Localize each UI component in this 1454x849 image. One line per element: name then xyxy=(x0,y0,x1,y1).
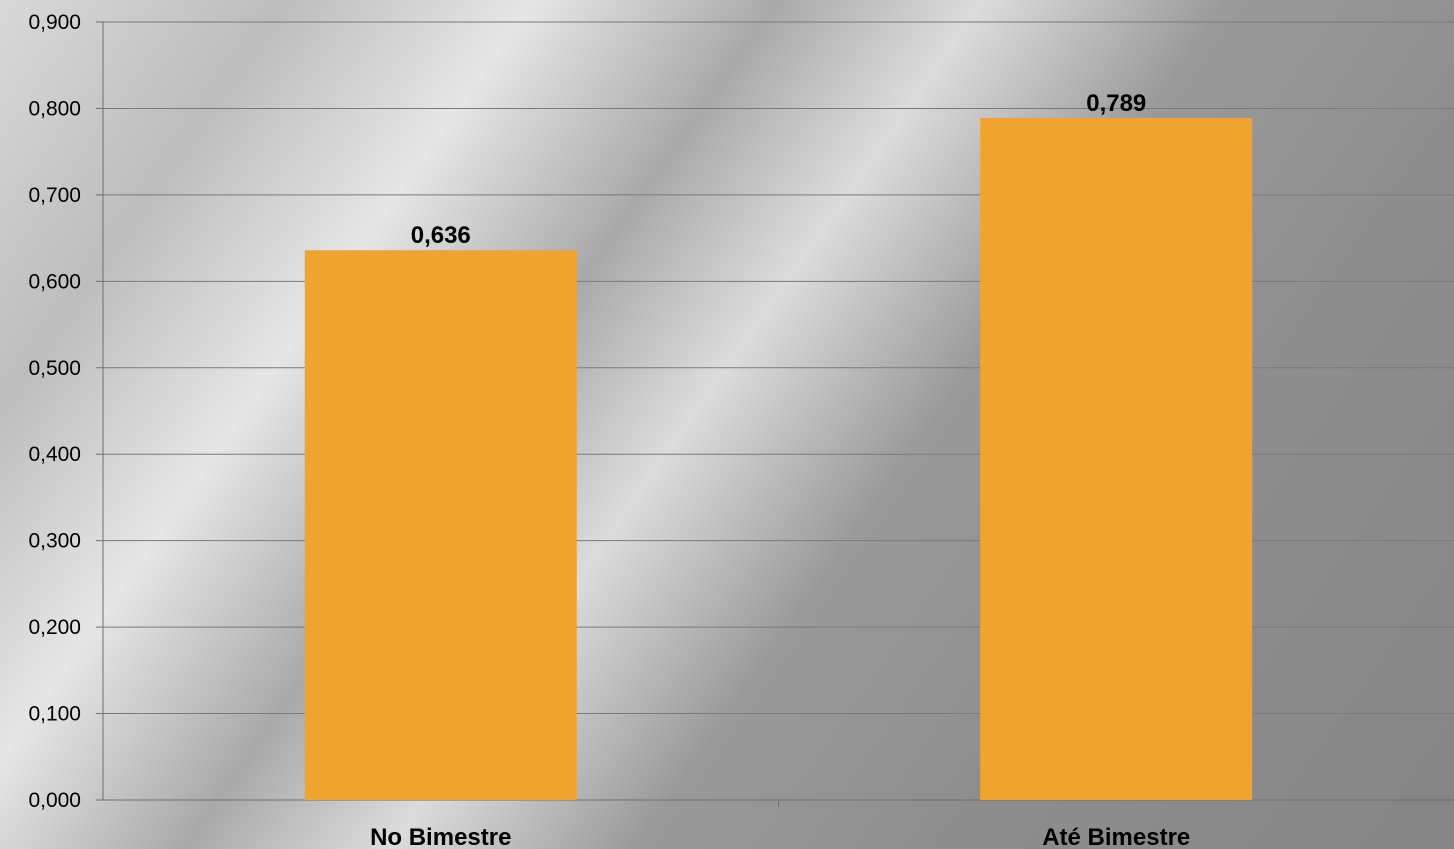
x-category-label: No Bimestre xyxy=(370,824,511,849)
bar xyxy=(304,250,577,801)
x-category-label: Até Bimestre xyxy=(1042,824,1190,849)
y-tick-label: 0,000 xyxy=(28,789,81,812)
y-tick-label: 0,200 xyxy=(28,616,81,639)
y-tick-label: 0,900 xyxy=(28,11,81,34)
data-label: 0,636 xyxy=(411,222,471,249)
bars xyxy=(304,117,1253,801)
y-tick-label: 0,600 xyxy=(28,270,81,293)
y-tick-label: 0,300 xyxy=(28,530,81,553)
labels: 0,000 0,100 0,200 0,300 0,400 0,500 0,600 0,700… xyxy=(28,11,1190,849)
data-label: 0,789 xyxy=(1086,90,1146,117)
y-tick-label: 0,400 xyxy=(28,443,81,466)
y-tick-label: 0,100 xyxy=(28,703,81,726)
bar xyxy=(980,117,1253,801)
y-tick-label: 0,700 xyxy=(28,184,81,207)
y-tick-label: 0,800 xyxy=(28,97,81,120)
y-tick-label: 0,500 xyxy=(28,357,81,380)
